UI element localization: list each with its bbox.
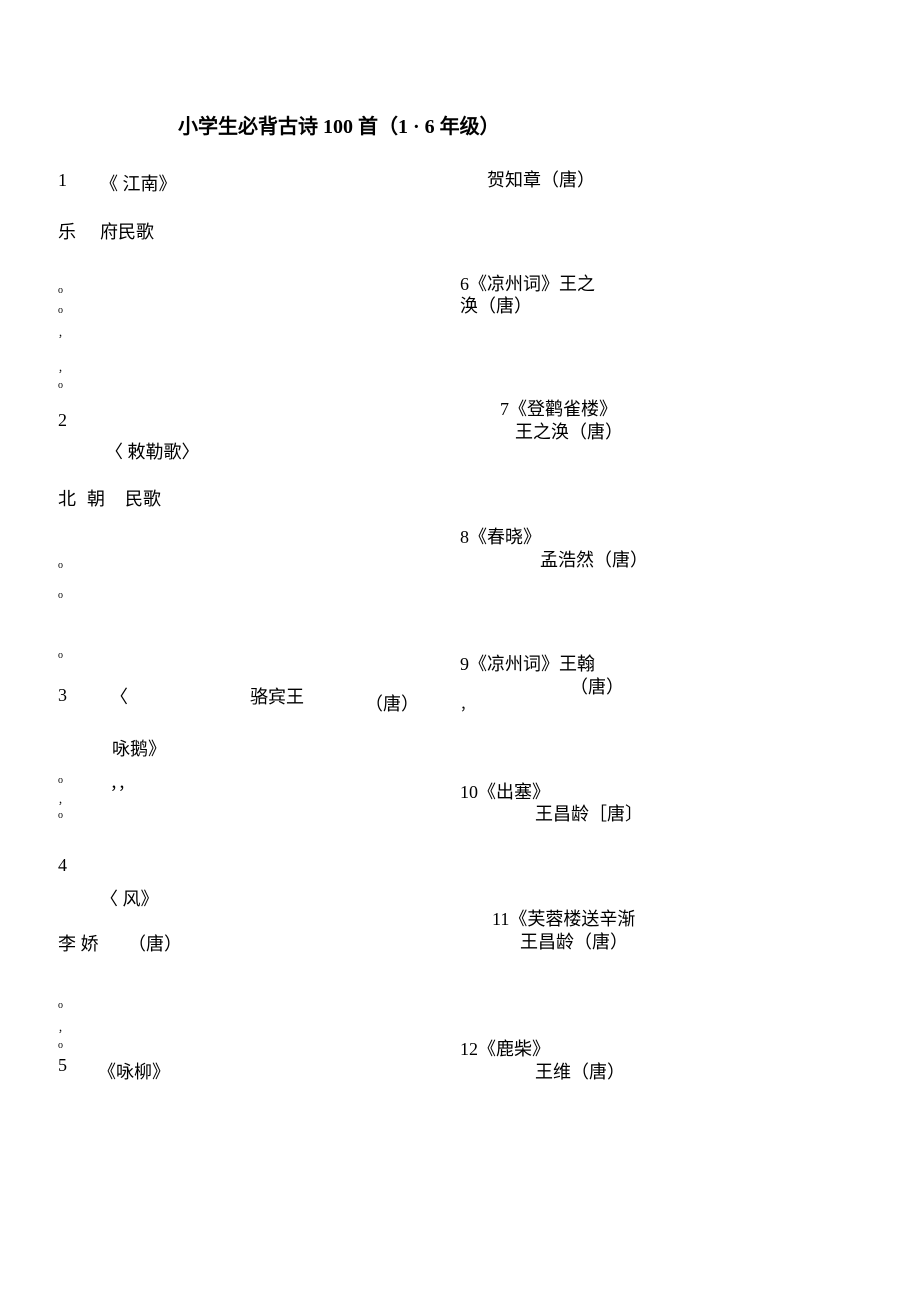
dot: o: [58, 380, 63, 391]
dot: o: [58, 1000, 63, 1011]
poem-1-source-b: 府民歌: [100, 218, 154, 244]
poem-2-source-c: 民歌: [125, 485, 161, 511]
dot: o: [58, 560, 63, 571]
poem-10-author: 王昌龄［唐〕: [535, 800, 643, 826]
doc-title: 小学生必背古诗 100 首（1 · 6 年级）: [178, 110, 500, 139]
dot: o: [58, 810, 63, 821]
poem-3-author: 骆宾王: [250, 683, 304, 709]
poem-1-title: 《 江南》: [100, 170, 177, 196]
poem-2-title: 〈 敕勒歌〉: [105, 438, 200, 464]
poem-3-num: 3: [58, 685, 67, 706]
poem-4-author: 李 娇: [58, 930, 99, 956]
comma: ，: [58, 325, 68, 340]
poem-3-punct: ，，: [110, 770, 134, 794]
poem-5-author: 贺知章（唐）: [487, 166, 595, 192]
dot: o: [58, 775, 63, 786]
poem-3-bracket: 〈: [110, 683, 128, 709]
dot: o: [58, 590, 63, 601]
dot: o: [58, 1040, 63, 1051]
dot: o: [58, 285, 63, 296]
poem-4-num: 4: [58, 855, 67, 876]
poem-4-dynasty: （唐）: [128, 930, 182, 956]
comma: ，: [58, 792, 68, 807]
poem-12-author: 王维（唐）: [535, 1058, 625, 1084]
poem-8-author: 孟浩然（唐）: [540, 546, 648, 572]
poem-9-author: （唐）: [570, 673, 624, 699]
poem-11-author: 王昌龄（唐）: [520, 928, 628, 954]
poem-1-num: 1: [58, 170, 67, 191]
poem-2-num: 2: [58, 410, 67, 431]
poem-8-title: 8《春晓》: [460, 523, 541, 549]
poem-3-dynasty: （唐）: [365, 690, 419, 716]
poem-2-source-b: 朝: [87, 485, 105, 511]
comma: ，: [58, 360, 68, 375]
poem-2-source-a: 北: [58, 485, 76, 511]
poem-9-punct: ，: [460, 695, 474, 715]
dot: o: [58, 305, 63, 316]
comma: ，: [58, 1020, 68, 1035]
poem-6-author: 涣（唐）: [460, 292, 532, 318]
dot: o: [58, 650, 63, 661]
poem-5-title: 《咏柳》: [98, 1058, 170, 1084]
poem-3-title: 咏鹅》: [112, 735, 166, 761]
poem-1-source-a: 乐: [58, 218, 76, 244]
poem-4-title: 〈 风》: [100, 885, 159, 911]
poem-5-num: 5: [58, 1055, 67, 1076]
poem-7-author: 王之涣（唐）: [515, 418, 623, 444]
